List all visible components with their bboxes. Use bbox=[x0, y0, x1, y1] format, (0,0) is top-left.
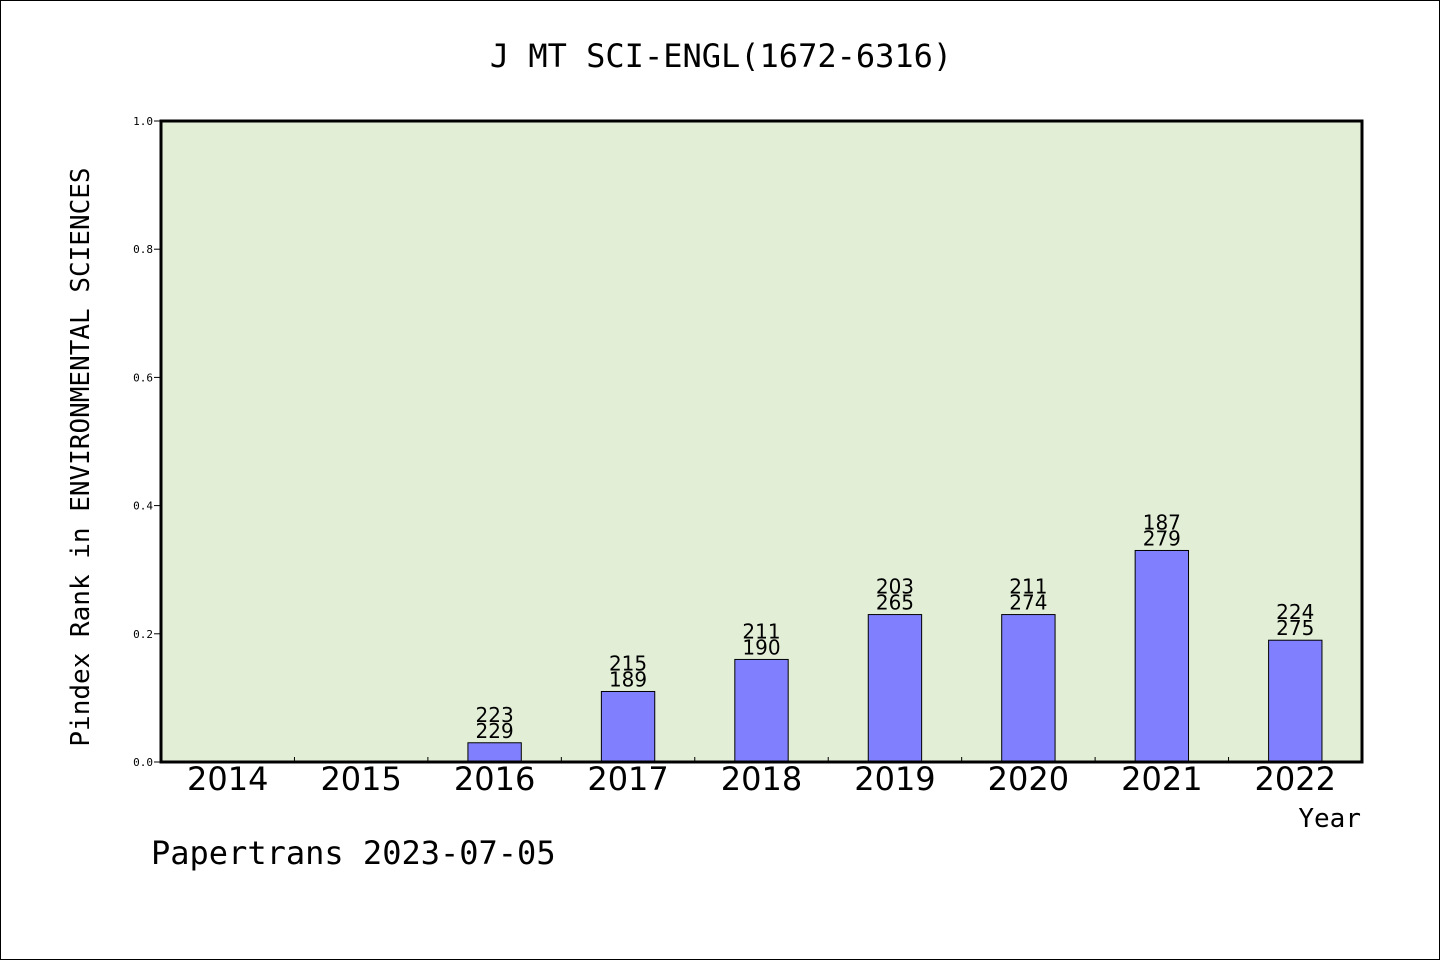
y-tick-label: 0.8 bbox=[133, 243, 153, 256]
bar-label-top: 215 bbox=[609, 651, 647, 675]
y-tick-label: 0.6 bbox=[133, 371, 153, 384]
bar-label-top: 223 bbox=[476, 703, 514, 727]
x-tick-label: 2020 bbox=[988, 760, 1069, 798]
data-labels-layer: 2232292151892111902032652112741872792242… bbox=[476, 510, 1315, 742]
bar bbox=[600, 690, 656, 763]
bar bbox=[1268, 639, 1323, 763]
y-axis-label: Pindex Rank in ENVIRONMENTAL SCIENCES bbox=[66, 167, 96, 746]
bar-label-top: 211 bbox=[742, 619, 780, 643]
y-tick-label: 1.0 bbox=[133, 115, 153, 128]
bar-label-bottom: 274 bbox=[1009, 591, 1047, 615]
bar bbox=[1001, 614, 1056, 763]
x-tick-label: 2021 bbox=[1121, 760, 1202, 798]
x-axis-label: Year bbox=[1298, 804, 1361, 834]
chart-title: J MT SCI-ENGL(1672-6316) bbox=[490, 37, 952, 75]
bar-label-bottom: 229 bbox=[476, 719, 514, 743]
footer-credit: Papertrans 2023-07-05 bbox=[151, 834, 556, 872]
y-tick-label: 0.2 bbox=[133, 628, 153, 641]
bar-label-bottom: 265 bbox=[876, 591, 914, 615]
bar bbox=[1134, 549, 1190, 763]
x-tick-label: 2018 bbox=[721, 760, 802, 798]
bar bbox=[734, 658, 789, 763]
x-tick-label: 2017 bbox=[587, 760, 668, 798]
bar-label-bottom: 279 bbox=[1143, 526, 1181, 550]
bar bbox=[867, 614, 923, 763]
y-tick-label: 0.0 bbox=[133, 756, 153, 769]
bar-label-bottom: 275 bbox=[1276, 616, 1314, 640]
bar-label-top: 224 bbox=[1276, 600, 1314, 624]
x-tick-label: 2022 bbox=[1255, 760, 1336, 798]
x-tick-label: 2014 bbox=[187, 760, 268, 798]
x-tick-label: 2015 bbox=[320, 760, 401, 798]
x-tick-label: 2016 bbox=[454, 760, 535, 798]
bar-label-top: 187 bbox=[1143, 510, 1181, 534]
bar-label-bottom: 189 bbox=[609, 667, 647, 691]
x-tick-label: 2019 bbox=[854, 760, 935, 798]
ticks-layer: 0.0 0.2 0.4 0.6 0.8 1.0 2014 2015 2016 2017 2018 20… bbox=[133, 115, 1336, 798]
bar-label-bottom: 190 bbox=[742, 635, 780, 659]
plot-border bbox=[159, 119, 1364, 764]
bars-layer bbox=[467, 549, 1323, 763]
y-tick-label: 0.4 bbox=[133, 500, 153, 513]
bar-label-top: 211 bbox=[1009, 575, 1047, 599]
bar-label-top: 203 bbox=[876, 575, 914, 599]
